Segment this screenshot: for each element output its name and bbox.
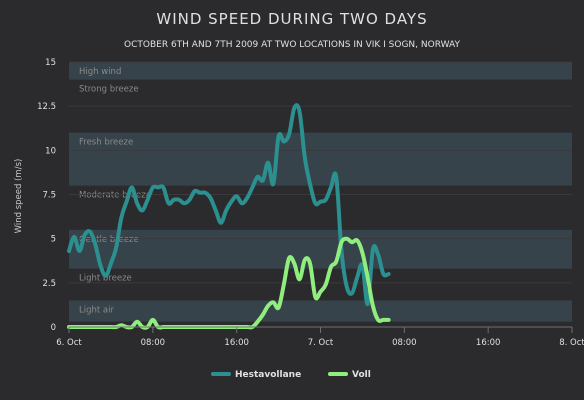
y-axis-title: Wind speed (m/s) — [14, 159, 24, 234]
x-tick-label: 08:00 — [141, 338, 166, 348]
band-label: High wind — [79, 67, 121, 77]
band-4 — [69, 132, 572, 186]
y-tick-label: 0 — [51, 323, 56, 333]
y-tick-label: 10 — [45, 146, 56, 156]
y-tick-label: 7.5 — [42, 191, 56, 201]
legend-label: Voll — [352, 370, 371, 380]
x-tick-label: 8. Oct — [559, 338, 584, 348]
x-tick-label: 16:00 — [224, 338, 249, 348]
band-label: Light air — [79, 306, 114, 316]
y-axis: 0 2.5 5 7.5 10 12.5 15 — [37, 58, 56, 333]
band-label: Strong breeze — [79, 85, 139, 95]
y-tick-label: 12.5 — [37, 102, 56, 112]
y-tick-label: 5 — [51, 235, 56, 245]
legend[interactable]: Hestavollane Voll — [211, 370, 371, 380]
legend-label: Hestavollane — [235, 370, 301, 380]
band-label: Light breeze — [79, 274, 132, 284]
series-line-hestavollane[interactable] — [67, 103, 391, 307]
x-tick-label: 7. Oct — [308, 338, 334, 348]
x-tick-label: 08:00 — [392, 338, 417, 348]
band-label: Moderate breeze — [79, 191, 151, 201]
x-tick-label: 16:00 — [476, 338, 501, 348]
chart-subtitle: OCTOBER 6TH AND 7TH 2009 AT TWO LOCATION… — [124, 40, 460, 50]
chart-title: WIND SPEED DURING TWO DAYS — [156, 10, 427, 28]
band-2 — [69, 229, 572, 269]
x-tick-label: 6. Oct — [56, 338, 82, 348]
legend-item-hestavollane[interactable]: Hestavollane — [211, 370, 301, 380]
x-axis: 6. Oct 08:00 16:00 7. Oct 08:00 16:00 8. Oct — [56, 326, 584, 348]
legend-item-voll[interactable]: Voll — [328, 370, 371, 380]
band-label: Fresh breeze — [79, 138, 133, 148]
band-6 — [69, 62, 572, 80]
band-label: Gentle breeze — [79, 235, 139, 245]
y-tick-label: 15 — [45, 58, 56, 68]
band-0 — [69, 300, 572, 322]
y-tick-label: 2.5 — [42, 279, 56, 289]
plot-bands: Light air Light breeze Gentle breeze Modera… — [69, 62, 572, 322]
